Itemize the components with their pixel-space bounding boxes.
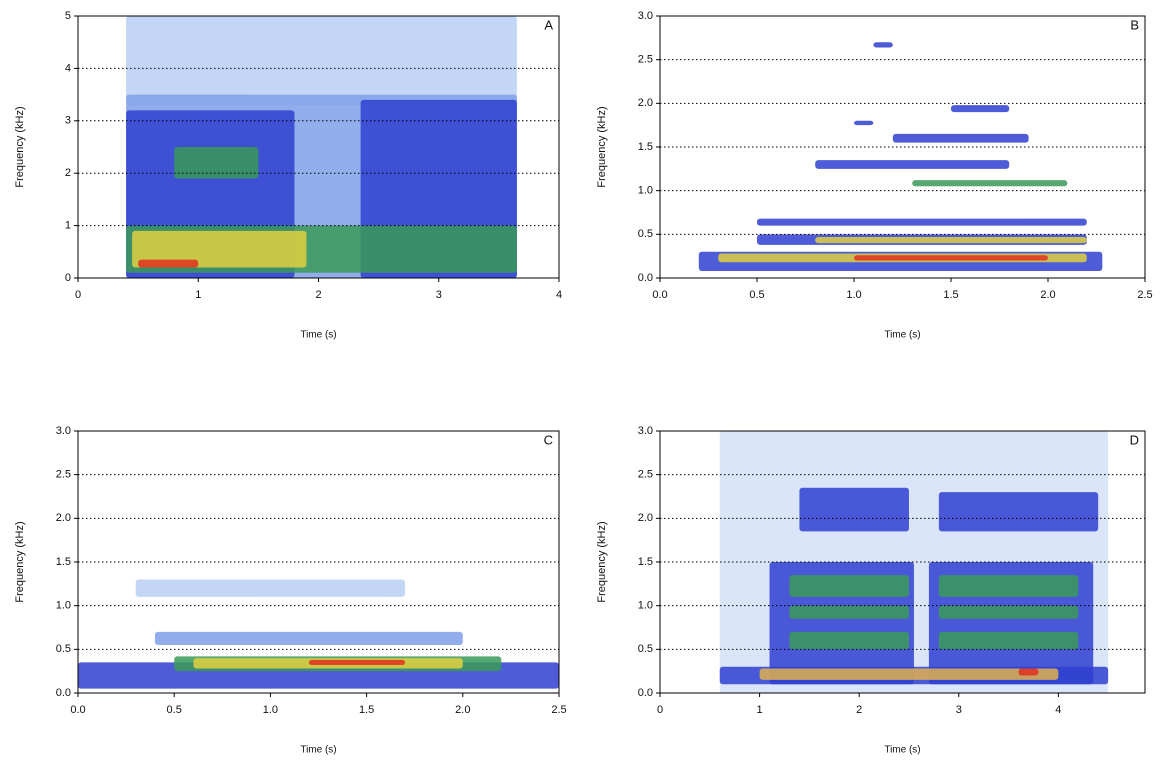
spectral-energy (132, 230, 307, 268)
x-tick-label: 0.5 (749, 289, 764, 301)
y-tick-label: 2.5 (56, 469, 71, 481)
y-tick-label: 0.5 (638, 228, 653, 240)
x-axis-label: Time (s) (884, 330, 920, 341)
spectral-energy (854, 120, 874, 126)
spectral-energy (892, 133, 1029, 143)
x-tick-label: 2.5 (551, 704, 566, 716)
x-tick-label: 2 (315, 289, 321, 301)
spectral-energy (815, 160, 1010, 169)
spectral-energy (126, 16, 517, 106)
spectral-energy (138, 259, 199, 268)
y-tick-label: 0.5 (638, 643, 653, 655)
y-tick-label: 2.0 (638, 512, 653, 524)
plot-frame (659, 430, 1146, 694)
y-tick-label: 1.5 (638, 556, 653, 568)
y-tick-label: 1.5 (56, 556, 71, 568)
spectral-energy (174, 147, 259, 179)
y-tick-label: 1.0 (638, 185, 653, 197)
y-tick-label: 1.5 (638, 141, 653, 153)
spectral-energy (154, 631, 463, 645)
x-tick-label: 1.5 (943, 289, 958, 301)
y-tick-label: 0.0 (638, 272, 653, 284)
y-tick-label: 2.5 (638, 54, 653, 66)
panel-label: D (1130, 432, 1139, 447)
y-axis-label: Frequency (kHz) (596, 106, 608, 187)
y-tick-label: 0.0 (56, 687, 71, 699)
x-tick-label: 2.0 (455, 704, 470, 716)
x-tick-label: 1.0 (846, 289, 861, 301)
x-axis-label: Time (s) (300, 330, 336, 341)
plot-frame (77, 15, 560, 279)
y-tick-label: 3.0 (638, 425, 653, 437)
spectral-energy (912, 180, 1068, 187)
plot-frame (77, 430, 560, 694)
x-tick-label: 0 (75, 289, 81, 301)
y-axis-label: Frequency (kHz) (14, 521, 26, 602)
x-tick-label: 2.5 (1137, 289, 1152, 301)
y-tick-label: 0 (65, 272, 71, 284)
x-tick-label: 0.0 (70, 704, 85, 716)
y-tick-label: 1.0 (638, 600, 653, 612)
y-tick-label: 3.0 (56, 425, 71, 437)
y-tick-label: 1 (65, 220, 71, 232)
spectral-energy (951, 105, 1010, 113)
spectral-energy (873, 42, 893, 48)
y-tick-label: 2.0 (638, 97, 653, 109)
x-axis-label: Time (s) (884, 745, 920, 756)
spectral-energy (789, 575, 909, 597)
x-tick-label: 2.0 (1040, 289, 1055, 301)
spectral-energy (938, 492, 1099, 532)
spectral-energy (789, 631, 909, 650)
x-tick-label: 4 (1055, 704, 1061, 716)
x-tick-label: 0 (657, 704, 663, 716)
spectral-energy (815, 236, 1087, 244)
spectral-energy (757, 218, 1087, 226)
panel-label: B (1130, 17, 1139, 32)
y-tick-label: 4 (65, 62, 71, 74)
spectral-energy (789, 605, 909, 619)
panel-label: A (544, 17, 553, 32)
x-tick-label: 2 (856, 704, 862, 716)
x-tick-label: 1 (757, 704, 763, 716)
y-axis-label: Frequency (kHz) (14, 106, 26, 187)
plot-frame (659, 15, 1146, 279)
y-tick-label: 5 (65, 10, 71, 22)
spectral-energy (308, 659, 406, 666)
x-axis-label: Time (s) (300, 745, 336, 756)
x-tick-label: 1 (195, 289, 201, 301)
x-tick-label: 1.0 (263, 704, 278, 716)
y-tick-label: 3.0 (638, 10, 653, 22)
x-tick-label: 0.5 (167, 704, 182, 716)
x-tick-label: 3 (956, 704, 962, 716)
spectral-energy (799, 487, 909, 532)
y-tick-label: 2 (65, 167, 71, 179)
y-tick-label: 3 (65, 115, 71, 127)
spectral-energy (759, 668, 1059, 680)
y-tick-label: 2.0 (56, 512, 71, 524)
y-axis-label: Frequency (kHz) (596, 521, 608, 602)
x-tick-label: 1.5 (359, 704, 374, 716)
y-tick-label: 1.0 (56, 600, 71, 612)
spectral-energy (938, 575, 1079, 597)
x-tick-label: 3 (436, 289, 442, 301)
spectral-energy (938, 605, 1079, 619)
spectral-energy (135, 579, 406, 597)
y-tick-label: 0.5 (56, 643, 71, 655)
spectral-energy (1018, 668, 1039, 676)
y-tick-label: 0.0 (638, 687, 653, 699)
x-tick-label: 0.0 (652, 289, 667, 301)
spectral-energy (854, 255, 1048, 261)
x-tick-label: 4 (556, 289, 562, 301)
panel-label: C (544, 432, 553, 447)
y-tick-label: 2.5 (638, 469, 653, 481)
spectral-energy (938, 631, 1079, 650)
